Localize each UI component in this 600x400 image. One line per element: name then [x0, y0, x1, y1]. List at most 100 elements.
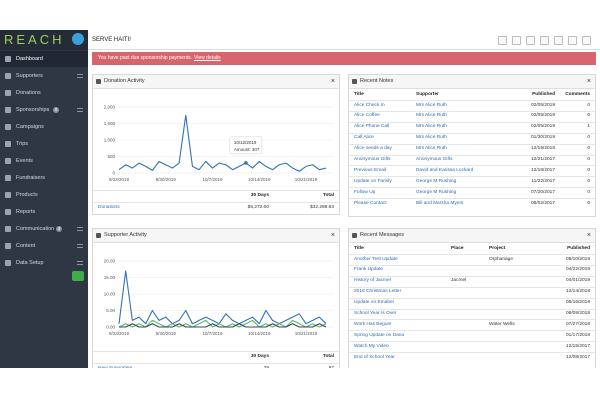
chart: 0.00 5.00 10.00 15.00 20.00 9/23/2019 9/30/201… — [104, 259, 334, 336]
nav-icon — [5, 175, 11, 181]
row-title[interactable]: Previous Email — [354, 167, 386, 173]
nav-item[interactable]: Supporters — [0, 68, 88, 84]
row-title[interactable]: Another Test Update — [354, 256, 398, 262]
cell-value: 0 — [587, 167, 590, 173]
toolbar-button[interactable] — [540, 36, 549, 45]
row-title[interactable]: 2018 Christmas Letter — [354, 289, 402, 295]
cell-value[interactable]: George M Rushing — [416, 189, 457, 195]
cell-value[interactable]: Mrs Alice Ruth — [416, 102, 447, 108]
toolbar-button[interactable] — [568, 36, 577, 45]
row-title[interactable]: Work Has Begun! — [354, 321, 392, 327]
nav-expand[interactable] — [77, 74, 83, 78]
chart: 0 500 1,000 1,500 2,000 9/23/2019 9/30/2019 10/… — [104, 105, 334, 182]
x-tick-label: 10/21/2019 — [295, 177, 318, 182]
nav-item[interactable]: Content — [0, 238, 88, 254]
cell-value: 0 — [587, 189, 590, 195]
nav-item[interactable]: Dashboard — [0, 51, 88, 67]
close-button[interactable]: × — [330, 78, 335, 85]
toolbar-button[interactable] — [498, 36, 507, 45]
row-title[interactable]: Please Contact — [354, 200, 387, 206]
table-rule — [349, 100, 595, 101]
row-title[interactable]: Watch My Video — [354, 343, 389, 349]
cell-value[interactable]: Anonymous Gifts — [416, 157, 453, 162]
nav-item[interactable]: Campaigns — [0, 119, 88, 135]
nav-expand[interactable] — [77, 108, 83, 112]
sidebar-toggle[interactable] — [72, 271, 84, 281]
cell-value: 07/20/2017 — [530, 189, 555, 195]
close-button[interactable]: × — [586, 232, 591, 239]
row-title[interactable]: Update on Emabel — [354, 300, 394, 306]
cell-value: 12/15/2017 — [565, 343, 590, 349]
cell-value: 11/22/2017 — [531, 178, 555, 184]
nav-item[interactable]: Events — [0, 153, 88, 169]
row-title[interactable]: History of Jacmel — [354, 278, 391, 284]
nav-label: Data Setup — [16, 260, 44, 266]
cell-value[interactable]: Bill and Marsha Myers — [416, 200, 464, 206]
column-header: Published — [567, 246, 590, 251]
row-title[interactable]: Alice needs a day — [354, 146, 392, 152]
cell-value[interactable]: Mrs Alice Ruth — [416, 146, 447, 152]
cell-value: 1 — [587, 124, 590, 130]
cell-value: 0 — [587, 113, 590, 119]
cell-value[interactable]: Mrs Alice Ruth — [416, 124, 447, 130]
nav-item[interactable]: Trips — [0, 136, 88, 152]
x-tick-label: 10/14/2019 — [248, 331, 271, 336]
row-title[interactable]: Frank Update — [354, 267, 384, 273]
cell-value: 0 — [587, 178, 590, 184]
column-header: Title — [354, 92, 364, 97]
tooltip — [229, 136, 263, 155]
table-rule — [349, 308, 595, 310]
close-button[interactable]: × — [586, 78, 591, 85]
cell-value[interactable]: Mrs Alice Ruth — [416, 113, 447, 119]
nav-expand[interactable] — [77, 227, 83, 231]
y-tick-label: 500 — [107, 154, 115, 159]
row-title[interactable]: Update on Family — [354, 178, 392, 184]
column-header: Comments — [565, 92, 590, 97]
nav-expand[interactable] — [77, 261, 83, 265]
toolbar-button[interactable] — [526, 36, 535, 45]
row-title[interactable]: Alice Check In — [354, 102, 385, 108]
nav-icon — [5, 158, 11, 164]
cell-value[interactable]: George M Rushing — [416, 178, 457, 184]
nav-item[interactable]: Data Setup — [0, 255, 88, 271]
row-title[interactable]: Anonymous Gifts — [354, 157, 391, 162]
cell-value[interactable]: David and Karissa Lockard — [416, 167, 474, 173]
toolbar-button[interactable] — [512, 36, 521, 45]
tooltip-point — [244, 161, 248, 165]
nav-item[interactable]: Reports — [0, 204, 88, 220]
table-rule — [349, 330, 595, 332]
nav-expand[interactable] — [77, 244, 83, 248]
row-title[interactable]: School Year Is Over — [354, 311, 397, 316]
column-header: Total — [322, 354, 334, 359]
toolbar-button[interactable] — [582, 36, 591, 45]
nav-item[interactable]: Sponsorships 0 — [0, 102, 88, 118]
nav-item[interactable]: Communication 3 — [0, 221, 88, 237]
row-title[interactable]: End of School Year — [354, 354, 395, 360]
y-tick-label: 2,000 — [104, 105, 116, 110]
donation-panel: Donation Activity × 0 500 1,000 1,500 2,000 9/… — [92, 74, 340, 215]
nav-item[interactable]: Products — [0, 187, 88, 203]
cell-value[interactable]: Mrs Alice Ruth — [416, 135, 447, 141]
toolbar-button[interactable] — [554, 36, 563, 45]
column-header: Supporter — [416, 92, 439, 97]
panel-title: Donation Activity — [104, 78, 145, 84]
row-title[interactable]: Call Alice — [354, 135, 374, 141]
y-tick-label: 20.00 — [104, 259, 116, 264]
row-label[interactable]: Donations — [98, 205, 120, 210]
nav-item[interactable]: Fundraisers — [0, 170, 88, 186]
nav-icon — [5, 73, 11, 79]
row-title[interactable]: Alice Coffee — [354, 113, 380, 119]
tooltip-amount: Amount: 307 — [234, 147, 260, 152]
cell-value: 12/14/2018 — [565, 289, 590, 295]
row-title[interactable]: Spring Update on Dana — [354, 332, 405, 338]
nav-item[interactable]: Donations — [0, 85, 88, 101]
x-tick-label: 9/23/2019 — [109, 331, 130, 336]
table-rule — [349, 264, 595, 266]
nav-badge: 0 — [52, 107, 60, 113]
logo[interactable]: REACH — [0, 30, 88, 50]
alert-link[interactable]: View details — [194, 55, 221, 61]
close-button[interactable]: × — [330, 232, 335, 239]
cell-value: 04/01/2019 — [565, 278, 590, 284]
row-title[interactable]: Follow Up — [354, 189, 376, 195]
row-title[interactable]: Alice Phone Call — [354, 124, 390, 130]
